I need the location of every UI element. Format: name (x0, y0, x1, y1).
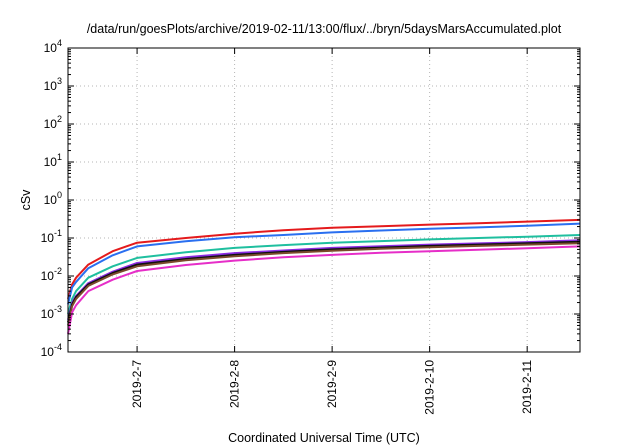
y-tick-label: 104 (44, 38, 62, 55)
x-tick-label: 2019-2-8 (228, 360, 242, 408)
y-tick-label: 100 (44, 190, 62, 207)
y-tick-label: 10-3 (41, 304, 62, 321)
x-tick-label: 2019-2-10 (423, 360, 437, 415)
x-tick-label: 2019-2-9 (325, 360, 339, 408)
y-tick-label: 10-1 (41, 228, 62, 245)
y-tick-label: 101 (44, 152, 62, 169)
y-axis: 10-4 10-3 10-2 10-1 100 101 102 103 104 (41, 38, 580, 359)
x-tick-label: 2019-2-11 (520, 360, 534, 414)
series-line-1 (67, 218, 581, 300)
series-group (67, 218, 581, 335)
x-axis: 2019-2-7 2019-2-8 2019-2-9 2019-2-10 2019-2-… (130, 48, 534, 415)
series-line-5 (67, 240, 581, 323)
y-axis-label: cSv (19, 189, 33, 211)
series-line-6 (67, 242, 581, 326)
x-axis-label: Coordinated Universal Time (UTC) (228, 431, 420, 445)
y-tick-label: 10-4 (41, 342, 62, 359)
series-line-7 (67, 245, 581, 335)
y-tick-label: 10-2 (41, 266, 62, 283)
series-line-3 (67, 234, 581, 315)
grid (68, 48, 580, 352)
y-tick-label: 103 (44, 76, 62, 93)
series-line-2 (67, 222, 581, 305)
x-tick-label: 2019-2-7 (130, 360, 144, 408)
chart-title: /data/run/goesPlots/archive/2019-02-11/1… (87, 22, 562, 36)
y-tick-label: 102 (44, 114, 62, 131)
series-line-4 (67, 239, 581, 321)
